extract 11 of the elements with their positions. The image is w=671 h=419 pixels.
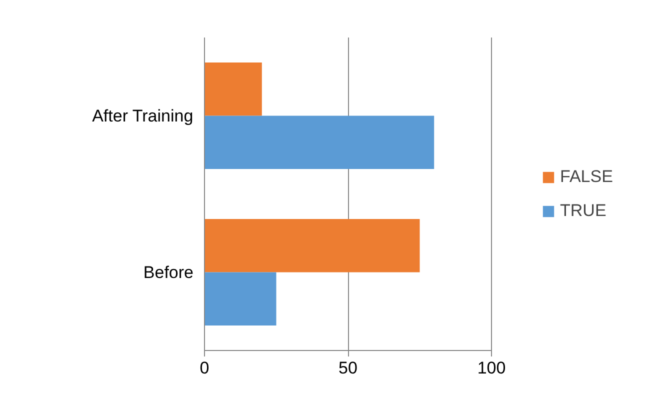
y-tick-label: After Training <box>92 106 194 126</box>
x-tick-label: 100 <box>477 358 506 378</box>
y-tick-label: Before <box>143 262 194 282</box>
legend-label: TRUE <box>560 200 608 220</box>
bar <box>204 62 262 116</box>
bar <box>204 116 434 169</box>
x-tick-label: 50 <box>338 358 358 378</box>
bar <box>204 272 276 326</box>
x-tick-label: 0 <box>200 358 210 378</box>
legend-label: FALSE <box>560 166 614 186</box>
bar <box>204 219 420 272</box>
